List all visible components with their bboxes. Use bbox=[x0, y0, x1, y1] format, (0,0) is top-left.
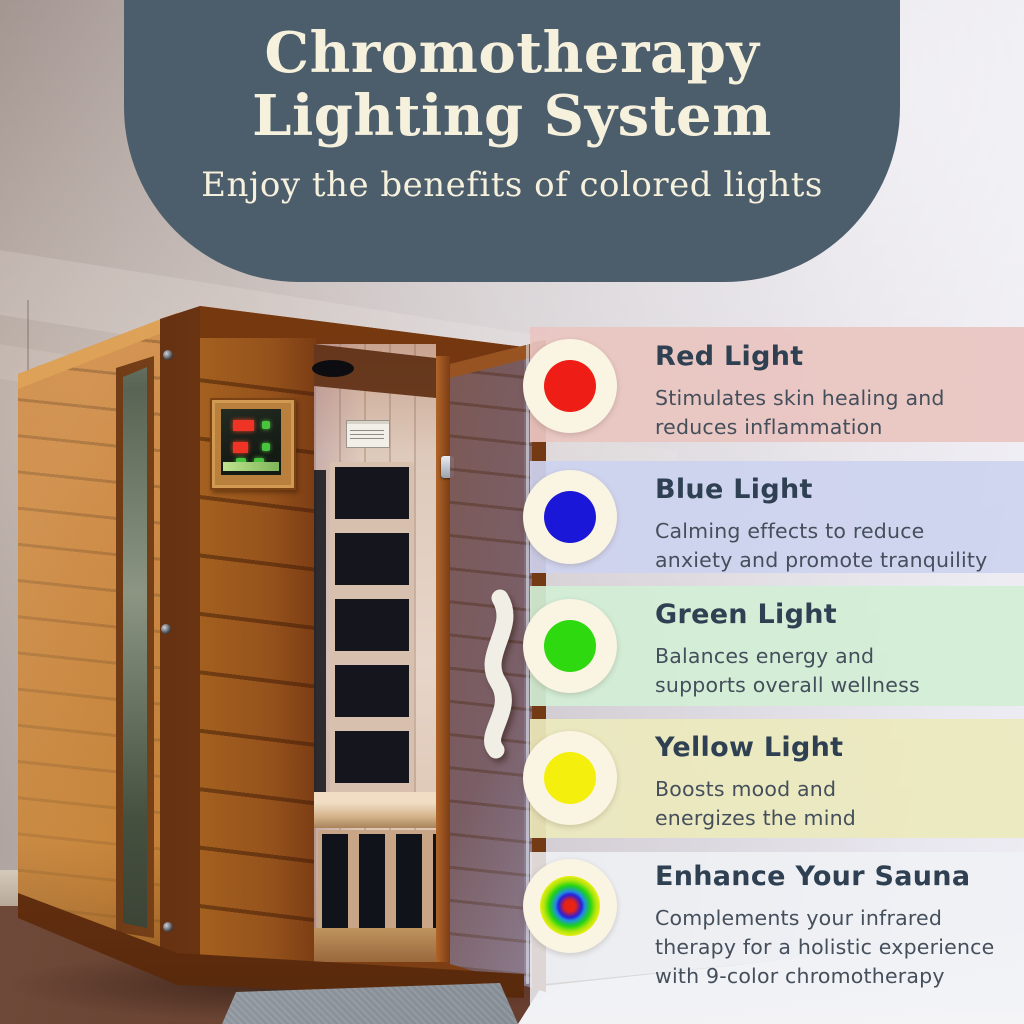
sauna-bench bbox=[314, 792, 436, 828]
caution-label-text-lines bbox=[350, 430, 384, 442]
feature-title: Green Light bbox=[655, 599, 837, 630]
sauna-floor-sill bbox=[314, 928, 436, 962]
panel-button bbox=[262, 443, 270, 451]
red-circle-icon bbox=[544, 360, 596, 412]
panel-button bbox=[254, 458, 264, 465]
door-handle bbox=[484, 589, 514, 759]
feature-title: Yellow Light bbox=[655, 732, 844, 763]
feature-title: Red Light bbox=[655, 341, 804, 372]
header: Chromotherapy Lighting System Enjoy the … bbox=[124, 20, 900, 206]
door-jamb bbox=[436, 356, 450, 962]
vent-latch-knob bbox=[163, 922, 173, 932]
enhance-your-sauna-band: Enhance Your Sauna Complements your infra… bbox=[530, 852, 1024, 1010]
header-background-blob bbox=[124, 0, 900, 282]
led-display bbox=[233, 420, 254, 431]
feature-title: Blue Light bbox=[655, 474, 813, 505]
yellow-circle-icon bbox=[544, 752, 596, 804]
feature-description-line: energizes the mind bbox=[655, 806, 856, 830]
page-title-line1: Chromotherapy bbox=[264, 20, 760, 86]
vent-latch-knob bbox=[161, 624, 171, 634]
panel-label-strip bbox=[223, 462, 279, 471]
feature-description-line: Complements your infrared bbox=[655, 906, 943, 930]
feature-description-line: with 9-color chromotherapy bbox=[655, 964, 945, 988]
infrared-heater-panel bbox=[330, 462, 414, 810]
feature-title: Enhance Your Sauna bbox=[655, 861, 971, 892]
feature-description-line: Balances energy and bbox=[655, 644, 875, 668]
feature-description-line: supports overall wellness bbox=[655, 673, 920, 697]
red-light-band: Red Light Stimulates skin healing and redu… bbox=[530, 327, 1024, 442]
led-display bbox=[233, 442, 248, 453]
panel-button bbox=[262, 421, 270, 429]
feature-description-line: Calming effects to reduce bbox=[655, 519, 925, 543]
vent-latch-knob bbox=[163, 350, 173, 360]
rainbow-circle-icon bbox=[540, 876, 600, 936]
green-circle-icon bbox=[544, 620, 596, 672]
speaker-vent-icon bbox=[312, 360, 354, 377]
feature-description-line: anxiety and promote tranquility bbox=[655, 548, 988, 572]
page-subtitle: Enjoy the benefits of colored lights bbox=[201, 165, 823, 205]
panel-button bbox=[236, 458, 246, 465]
feature-description-line: therapy for a holistic experience bbox=[655, 935, 995, 959]
page-title-line2: Lighting System bbox=[252, 83, 772, 149]
feature-description-line: reduces inflammation bbox=[655, 415, 883, 439]
feature-description-line: Boosts mood and bbox=[655, 777, 837, 801]
blue-circle-icon bbox=[544, 491, 596, 543]
feature-description-line: Stimulates skin healing and bbox=[655, 386, 945, 410]
infrared-heater-panel bbox=[314, 470, 326, 800]
